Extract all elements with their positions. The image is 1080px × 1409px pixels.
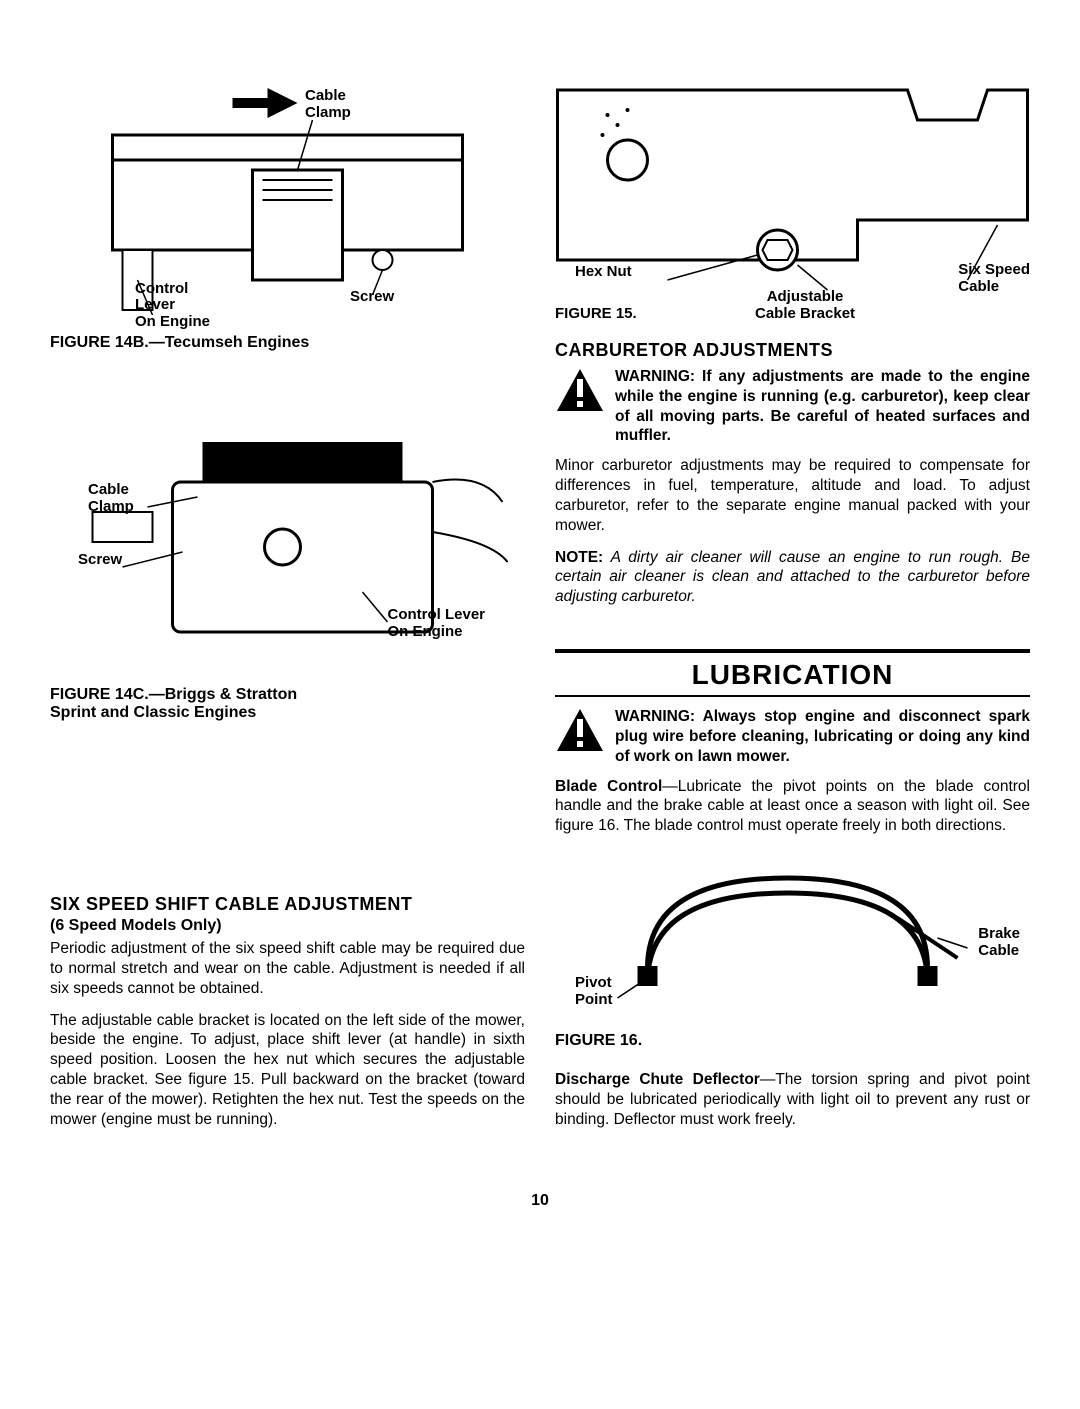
figure-16-diagram: PivotPoint BrakeCable: [555, 848, 1030, 1028]
carb-warning: WARNING: If any adjustments are made to …: [555, 367, 1030, 446]
figure-15-caption: FIGURE 15.: [555, 306, 637, 323]
lubrication-section: LUBRICATION WARNING: Always stop engine …: [555, 649, 1030, 1141]
label-screw-14b: Screw: [350, 289, 394, 306]
carb-note: NOTE: A dirty air cleaner will cause an …: [555, 548, 1030, 607]
blade-control-text: Blade Control—Lubricate the pivot points…: [555, 777, 1030, 836]
figure-16-caption: FIGURE 16.: [555, 1032, 1030, 1050]
figure-16-svg: [555, 848, 1030, 1028]
figure-14b-svg: [50, 80, 525, 330]
note-text: A dirty air cleaner will cause an engine…: [555, 549, 1030, 606]
figure-14c: CableClamp Screw Control LeverOn Engine …: [50, 412, 525, 742]
lubrication-title: LUBRICATION: [555, 659, 1030, 691]
note-label: NOTE:: [555, 549, 603, 566]
figure-16: PivotPoint BrakeCable FIGURE 16.: [555, 848, 1030, 1050]
lub-warning-text: WARNING: Always stop engine and dis­conn…: [615, 707, 1030, 766]
right-column: Hex Nut AdjustableCable Bracket Six Spee…: [555, 80, 1030, 1142]
figure-15: Hex Nut AdjustableCable Bracket Six Spee…: [555, 80, 1030, 330]
warning-icon: [555, 367, 605, 413]
figure-14c-svg: [50, 412, 525, 682]
figure-14b: CableClamp ControlLeverOn Engine Screw F…: [50, 80, 525, 372]
lub-warning: WARNING: Always stop engine and dis­conn…: [555, 707, 1030, 766]
six-speed-title: SIX SPEED SHIFT CABLE ADJUSTMENT: [50, 894, 525, 915]
figure-14b-caption: FIGURE 14B.—Tecumseh Engines: [50, 334, 525, 352]
six-speed-section: SIX SPEED SHIFT CABLE ADJUSTMENT (6 Spee…: [50, 894, 525, 1141]
carb-warning-text: WARNING: If any adjustments are made to …: [615, 367, 1030, 446]
page: CableClamp ControlLeverOn Engine Screw F…: [0, 0, 1080, 1182]
carb-p1: Minor carburetor adjustments may be requ…: [555, 456, 1030, 535]
left-column: CableClamp ControlLeverOn Engine Screw F…: [50, 80, 525, 1142]
label-control-lever-14c: Control LeverOn Engine: [387, 607, 485, 640]
label-brake: BrakeCable: [978, 926, 1020, 959]
figure-14c-caption: FIGURE 14C.—Briggs & Stratton Sprint and…: [50, 686, 525, 722]
discharge-label: Discharge Chute Deflector: [555, 1071, 760, 1088]
lub-rule-bottom: [555, 695, 1030, 697]
label-screw-14c: Screw: [78, 552, 122, 569]
label-cable-clamp-14b: CableClamp: [305, 88, 351, 121]
figure-15-diagram: Hex Nut AdjustableCable Bracket Six Spee…: [555, 80, 1030, 330]
label-adjustable: AdjustableCable Bracket: [755, 289, 855, 322]
blade-label: Blade Control: [555, 778, 662, 795]
six-speed-p1: Periodic adjustment of the six speed shi…: [50, 939, 525, 998]
discharge-text: Discharge Chute Deflector—The torsion sp…: [555, 1070, 1030, 1129]
label-six-speed-cable: Six SpeedCable: [958, 262, 1030, 295]
page-number: 10: [0, 1192, 1080, 1210]
carburetor-section: CARBURETOR ADJUSTMENTS WARNING: If any a…: [555, 340, 1030, 619]
warning-icon: [555, 707, 605, 753]
label-hex-nut: Hex Nut: [575, 264, 632, 281]
label-control-lever-14b: ControlLeverOn Engine: [135, 281, 210, 331]
lub-rule-top: [555, 649, 1030, 653]
label-pivot: PivotPoint: [575, 975, 613, 1008]
figure-14c-diagram: CableClamp Screw Control LeverOn Engine: [50, 412, 525, 682]
label-cable-clamp-14c: CableClamp: [88, 482, 134, 515]
six-speed-p2: The adjustable cable bracket is located …: [50, 1011, 525, 1130]
carb-title: CARBURETOR ADJUSTMENTS: [555, 340, 1030, 361]
six-speed-subtitle: (6 Speed Models Only): [50, 917, 525, 935]
figure-14b-diagram: CableClamp ControlLeverOn Engine Screw: [50, 80, 525, 330]
